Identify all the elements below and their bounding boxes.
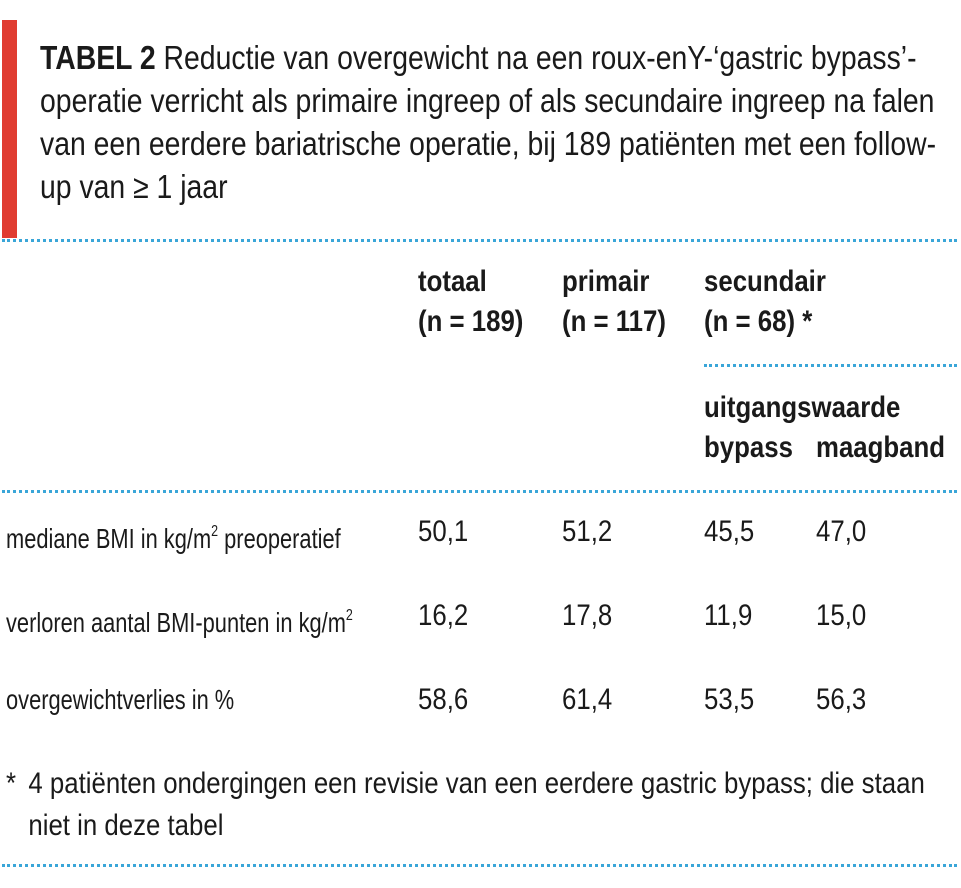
- cell-bypass: 53,5: [704, 683, 755, 716]
- superscript: 2: [345, 607, 353, 624]
- cell-bypass: 11,9: [704, 599, 753, 632]
- col-name-secundair: secundair: [704, 265, 826, 298]
- subgroup-title: uitgangswaarde: [704, 391, 901, 424]
- col-header-maagband: maagband: [816, 431, 946, 464]
- footnote-text: 4 patiënten ondergingen een revisie van …: [28, 767, 925, 842]
- row-label: overgewichtverlies in %: [6, 684, 235, 715]
- row-label: mediane BMI in kg/m2 preoperatief: [6, 523, 341, 554]
- col-n-totaal: (n = 189): [418, 305, 524, 338]
- rule-bottom: [2, 864, 957, 867]
- accent-bar: [2, 20, 17, 238]
- col-header-secundair: secundair (n = 68) *: [704, 262, 826, 342]
- cell-maagband: 47,0: [816, 515, 867, 548]
- table-label: TABEL 2: [40, 39, 156, 76]
- col-header-bypass: bypass: [704, 431, 793, 464]
- cell-maagband: 56,3: [816, 683, 867, 716]
- cell-primair: 51,2: [562, 515, 613, 548]
- footnote: * 4 patiënten ondergingen een revisie va…: [6, 763, 943, 847]
- cell-totaal: 58,6: [418, 683, 469, 716]
- superscript: 2: [211, 523, 219, 540]
- table-caption: TABEL 2 Reductie van overgewicht na een …: [40, 36, 952, 208]
- rule-top: [2, 239, 957, 242]
- row-label: verloren aantal BMI-punten in kg/m2: [6, 607, 353, 638]
- col-name-totaal: totaal: [418, 265, 487, 298]
- cell-totaal: 50,1: [418, 515, 469, 548]
- col-header-totaal: totaal (n = 189): [418, 262, 523, 342]
- cell-totaal: 16,2: [418, 599, 469, 632]
- cell-primair: 17,8: [562, 599, 613, 632]
- rule-header: [2, 490, 957, 493]
- table-caption-text: Reductie van overgewicht na een roux-enY…: [40, 39, 937, 205]
- footnote-marker: *: [6, 767, 17, 800]
- cell-maagband: 15,0: [816, 599, 867, 632]
- col-header-primair: primair (n = 117): [562, 262, 666, 342]
- cell-primair: 61,4: [562, 683, 613, 716]
- col-name-primair: primair: [562, 265, 650, 298]
- col-n-primair: (n = 117): [562, 305, 666, 338]
- rule-secundair: [704, 364, 957, 367]
- cell-bypass: 45,5: [704, 515, 755, 548]
- col-n-secundair: (n = 68) *: [704, 305, 813, 338]
